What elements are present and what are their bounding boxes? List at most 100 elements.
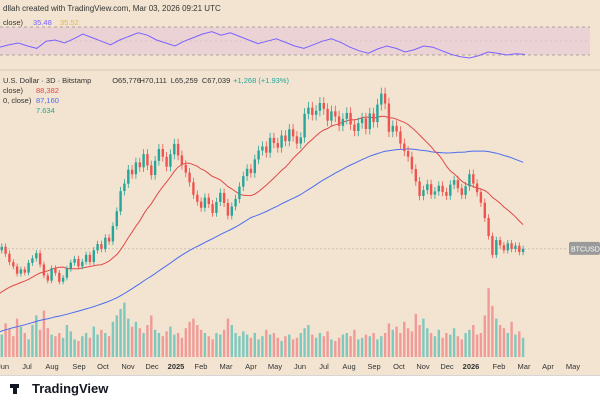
candle-body	[265, 146, 268, 153]
volume-bar	[422, 318, 425, 357]
candle-body	[502, 245, 506, 251]
candle-body	[119, 191, 122, 212]
volume-bar	[410, 331, 414, 357]
candle-body	[337, 116, 341, 126]
candle-body	[472, 174, 475, 184]
volume-bar	[107, 336, 111, 357]
candle-body	[521, 248, 525, 253]
volume-bar	[203, 333, 207, 357]
volume-bar	[337, 337, 341, 357]
volume-bar	[468, 329, 471, 357]
candle-body	[130, 169, 134, 175]
volume-bar	[199, 329, 203, 357]
candle-body	[510, 243, 513, 249]
candle-body	[35, 253, 38, 259]
candle-body	[441, 185, 444, 192]
volume-bar	[429, 333, 433, 357]
volume-bar	[153, 329, 157, 357]
candle-body	[299, 137, 302, 144]
rsi-value-2: 35.52	[60, 18, 79, 27]
candle-body	[483, 202, 486, 218]
candle-body	[372, 113, 375, 123]
candle-body	[203, 197, 207, 208]
volume-bar	[58, 333, 61, 357]
volume-bar	[291, 339, 295, 357]
candle-body	[58, 272, 61, 282]
candle-body	[456, 180, 460, 189]
x-tick-label: Sep	[367, 362, 380, 371]
volume-bar	[445, 333, 448, 357]
volume-bar	[345, 333, 348, 357]
candle-body	[291, 129, 295, 137]
candle-body	[253, 159, 256, 174]
volume-bar	[403, 321, 406, 357]
candle-body	[257, 150, 260, 160]
candle-body	[383, 93, 387, 104]
x-tick-label: Jul	[22, 362, 32, 371]
candle-body	[395, 125, 398, 132]
candle-body	[272, 137, 276, 143]
candle-body	[199, 201, 203, 208]
x-tick-label: Apr	[542, 362, 554, 371]
x-tick-label: 2026	[463, 362, 480, 371]
candle-body	[123, 183, 126, 192]
x-tick-label: Dec	[145, 362, 159, 371]
candle-body	[349, 112, 352, 125]
volume-bar	[472, 325, 475, 357]
volume-bar	[123, 302, 126, 357]
candle-body	[353, 124, 356, 131]
volume-bar	[8, 329, 11, 357]
candle-body	[176, 143, 180, 156]
volume-bar	[184, 328, 187, 357]
candle-body	[437, 185, 440, 192]
candle-body	[242, 176, 245, 187]
volume-bar	[322, 336, 325, 357]
volume-bar	[69, 331, 72, 357]
volume-bar	[510, 321, 513, 357]
candle-body	[422, 190, 425, 196]
candle-body	[284, 135, 287, 142]
candle-body	[215, 201, 218, 213]
sma50-value: 88,382	[36, 86, 59, 95]
volume-bar	[115, 315, 118, 357]
legend-title-part-0: U.S. Dollar · 3D · Bitstamp	[3, 76, 91, 85]
volume-bar	[479, 333, 483, 357]
candle-body	[115, 211, 118, 227]
volume-bar	[81, 336, 84, 357]
volume-bar	[27, 339, 30, 357]
candle-body	[460, 188, 463, 195]
volume-bar	[380, 336, 383, 357]
x-tick-label: Aug	[342, 362, 355, 371]
volume-bar	[104, 333, 107, 357]
candle-body	[173, 143, 176, 155]
sma200-value: 87,160	[36, 96, 59, 105]
candle-body	[81, 261, 84, 267]
volume-bar	[77, 341, 80, 357]
volume-bar	[146, 325, 149, 357]
tradingview-logo[interactable]: TradingView	[10, 381, 108, 396]
volume-bar	[349, 336, 352, 357]
volume-bar	[211, 339, 214, 357]
price-chart[interactable]: dllah created with TradingView.com, Mar …	[0, 0, 600, 375]
volume-bar	[219, 334, 222, 357]
candle-body	[506, 243, 509, 251]
candle-body	[249, 168, 253, 174]
volume-bar	[518, 331, 521, 357]
candle-body	[330, 111, 333, 121]
candle-body	[518, 245, 521, 253]
candle-body	[8, 253, 11, 263]
volume-bar	[15, 318, 19, 357]
candle-body	[491, 236, 494, 255]
sma50-line	[0, 115, 524, 294]
legend-title-part-3: L65,259	[171, 76, 198, 85]
volume-bar	[245, 334, 249, 357]
candle-body	[0, 246, 4, 251]
candle-body	[50, 268, 53, 281]
candle-body	[345, 112, 348, 119]
candle-body	[180, 155, 184, 165]
candle-body	[357, 123, 360, 131]
volume-bar	[249, 337, 253, 357]
volume-bar	[341, 334, 345, 357]
candle-body	[12, 262, 15, 267]
candle-body	[146, 154, 149, 166]
